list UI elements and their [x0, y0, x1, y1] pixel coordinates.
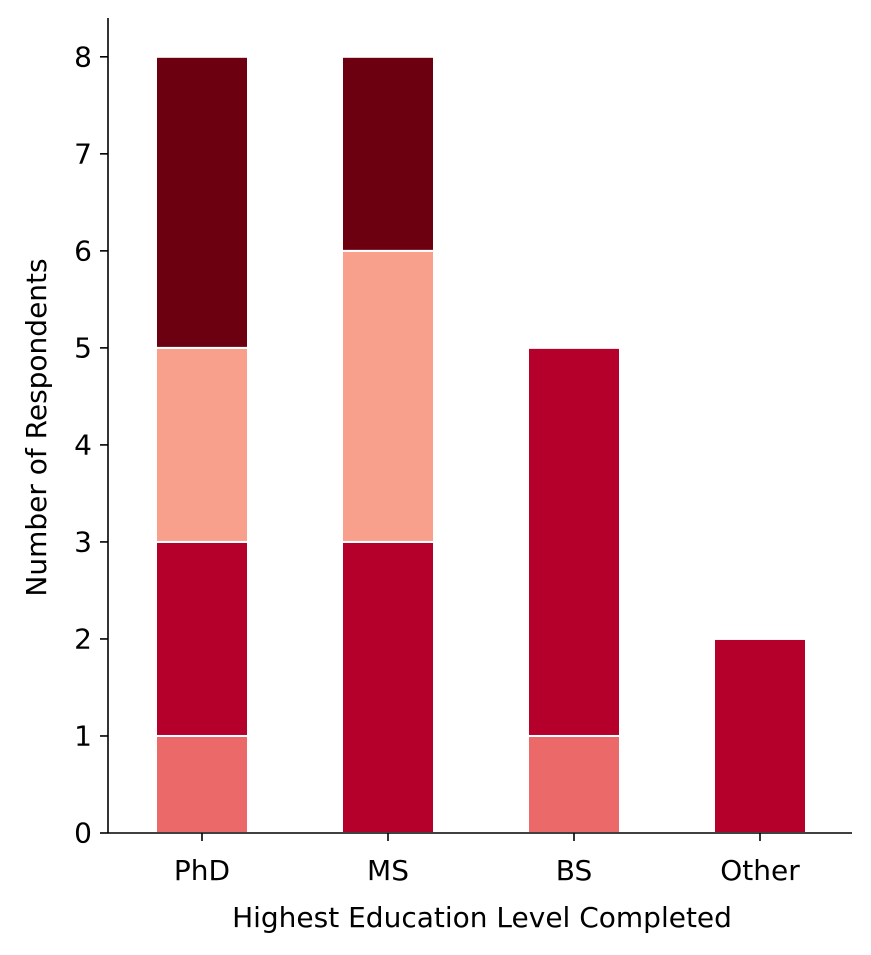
bar-segment-phd-2	[155, 346, 249, 543]
y-tick-label-2: 2	[74, 622, 92, 655]
y-tick-label-3: 3	[74, 525, 92, 558]
y-axis-ticks: 0 1 2 3 4 5 6 7 8	[74, 40, 108, 850]
bar-segment-bs-1	[527, 346, 621, 737]
y-tick-label-1: 1	[74, 719, 92, 752]
y-tick-label-8: 8	[74, 40, 92, 73]
x-tick-label-other: Other	[720, 854, 800, 887]
y-tick-label-4: 4	[74, 428, 92, 461]
bars-group	[155, 55, 807, 835]
x-tick-label-bs: BS	[556, 854, 593, 887]
bar-segment-ms-2	[341, 249, 435, 543]
bar-segment-phd-0	[155, 734, 249, 835]
bar-segment-ms-3	[341, 55, 435, 252]
x-axis-label: Highest Education Level Completed	[232, 901, 732, 934]
bar-segment-phd-1	[155, 540, 249, 737]
x-tick-label-ms: MS	[367, 854, 409, 887]
y-tick-label-6: 6	[74, 234, 92, 267]
x-tick-label-phd: PhD	[174, 854, 230, 887]
y-tick-label-5: 5	[74, 331, 92, 364]
x-axis-ticks: PhD MS BS Other	[174, 833, 800, 887]
y-tick-label-7: 7	[74, 137, 92, 170]
y-tick-label-0: 0	[74, 817, 92, 850]
bar-segment-other-1	[713, 637, 807, 835]
bar-segment-ms-1	[341, 540, 435, 835]
bar-segment-bs-0	[527, 734, 621, 835]
y-axis-label: Number of Respondents	[20, 258, 53, 596]
bar-segment-phd-3	[155, 55, 249, 349]
